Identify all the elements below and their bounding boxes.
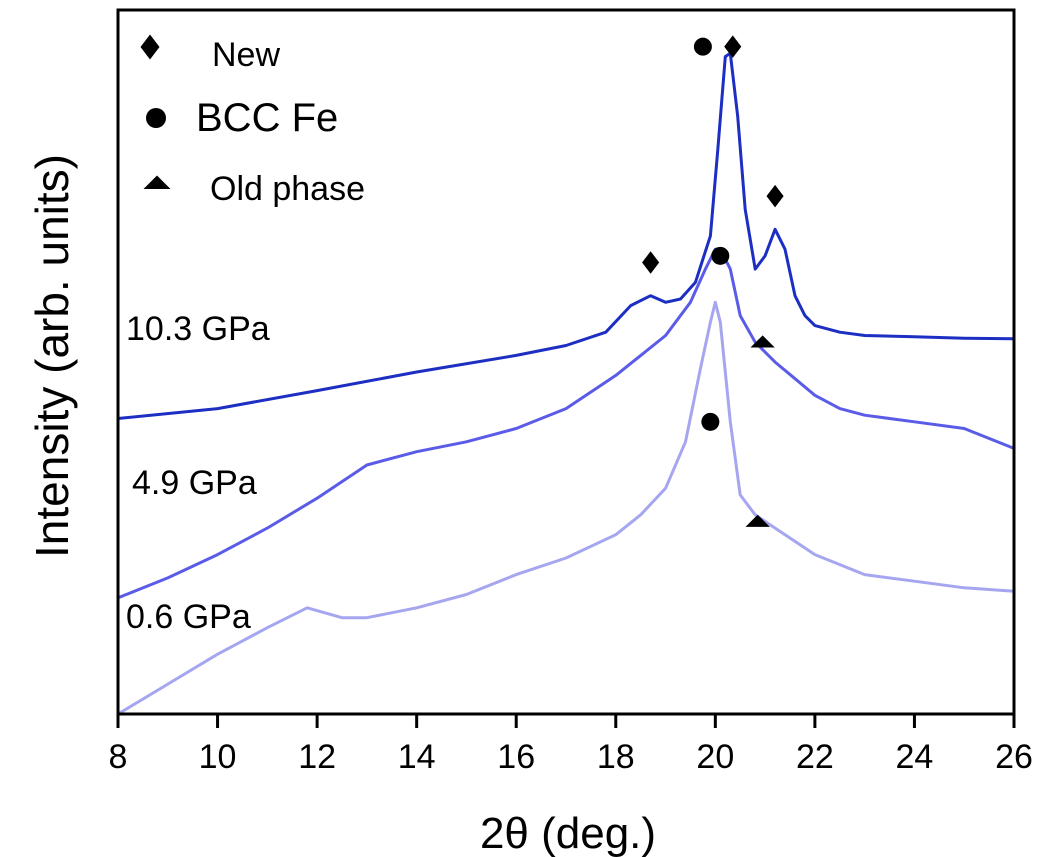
legend-circle-icon [146, 108, 166, 128]
y-axis-title: Intensity (arb. units) [26, 154, 78, 558]
series-label-4-9-gpa: 4.9 GPa [132, 464, 257, 502]
x-tick-label-18: 18 [597, 738, 635, 776]
x-tick-label-22: 22 [796, 738, 834, 776]
triangle-peak-marker-7 [745, 514, 770, 527]
circle-peak-marker-4 [711, 246, 730, 265]
circle-peak-marker-1 [693, 37, 712, 56]
x-tick-label-26: 26 [995, 738, 1033, 776]
x-tick-label-8: 8 [109, 738, 128, 776]
series-label-10-3-gpa: 10.3 GPa [126, 310, 270, 348]
x-axis: 8 10 12 14 16 18 20 22 24 26 [109, 714, 1033, 776]
diamond-peak-marker-2 [724, 35, 742, 58]
x-tick-label-12: 12 [298, 738, 336, 776]
series-layer [117, 51, 1015, 716]
series-line-10-3-gpa [117, 51, 1015, 420]
legend-label-old-phase: Old phase [210, 170, 365, 208]
plot-frame [116, 8, 1016, 716]
x-tick-label-10: 10 [199, 738, 237, 776]
series-line-0-6-gpa [117, 300, 1015, 716]
legend-diamond-icon [140, 34, 160, 60]
triangle-peak-marker-5 [750, 335, 775, 348]
legend-triangle-icon [143, 175, 171, 189]
x-tick-label-24: 24 [896, 738, 934, 776]
series-label-0-6-gpa: 0.6 GPa [126, 598, 251, 636]
diamond-peak-marker-0 [642, 251, 660, 274]
x-tick-label-20: 20 [696, 738, 734, 776]
x-tick-label-14: 14 [398, 738, 436, 776]
annotation-layer [642, 35, 784, 527]
x-tick-label-16: 16 [497, 738, 535, 776]
legend-label-bcc-fe: BCC Fe [196, 96, 338, 140]
series-line-4-9-gpa [117, 247, 1015, 600]
x-axis-title: 2θ (deg.) [480, 809, 656, 857]
diamond-peak-marker-3 [766, 184, 784, 208]
legend: New BCC Fe Old phase [140, 34, 365, 208]
circle-peak-marker-6 [701, 412, 720, 431]
legend-label-new: New [212, 36, 280, 74]
